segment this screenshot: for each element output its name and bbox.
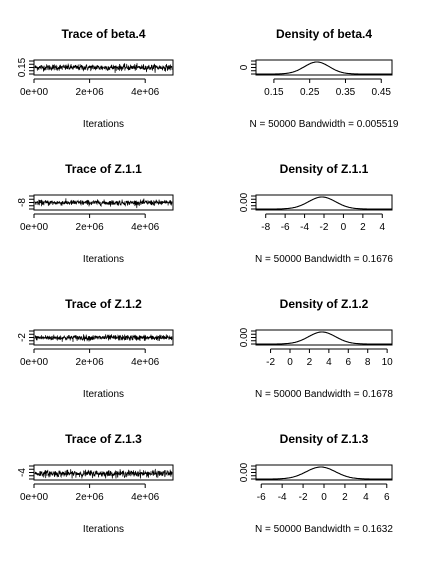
density-2-x-tick-label: -8 xyxy=(261,222,270,233)
trace-3-series-line xyxy=(34,334,173,343)
density-3-x-tick-label: 6 xyxy=(346,357,352,368)
trace-1-x-tick-label: 2e+06 xyxy=(76,87,105,98)
density-4-x-tick-label: 0 xyxy=(321,492,327,503)
density-2-title: Density of Z.1.1 xyxy=(280,162,369,176)
density-1-y-tick-label: 0 xyxy=(239,64,250,70)
density-2-x-tick-label: -4 xyxy=(300,222,309,233)
density-1-x-tick-label: 0.25 xyxy=(300,87,320,98)
density-3-title: Density of Z.1.2 xyxy=(280,297,369,311)
density-4-x-tick-label: 4 xyxy=(363,492,369,503)
density-2-x-tick-label: 0 xyxy=(341,222,347,233)
density-1-density-curve xyxy=(256,61,392,75)
density-4-x-tick-label: -2 xyxy=(299,492,308,503)
density-2-x-tick-label: -6 xyxy=(281,222,290,233)
density-1-x-tick-label: 0.45 xyxy=(372,87,392,98)
density-4-y-tick-label: 0.00 xyxy=(239,462,250,482)
trace-4-series-line xyxy=(34,468,173,479)
trace-2-x-tick-label: 0e+00 xyxy=(20,222,49,233)
trace-3-x-tick-label: 2e+06 xyxy=(76,357,105,368)
density-4-x-tick-label: 2 xyxy=(342,492,348,503)
density-3-x-tick-label: 2 xyxy=(307,357,313,368)
trace-1-x-tick-label: 0e+00 xyxy=(20,87,49,98)
trace-4-x-tick-label: 2e+06 xyxy=(76,492,105,503)
density-4-title: Density of Z.1.3 xyxy=(280,432,369,446)
density-1-frame xyxy=(255,59,393,76)
trace-4-xlabel: Iterations xyxy=(83,524,124,535)
density-1-x-tick-label: 0.35 xyxy=(336,87,356,98)
trace-2-series-line xyxy=(34,198,173,209)
trace-4-x-tick-label: 4e+06 xyxy=(131,492,160,503)
density-4-density-curve xyxy=(256,466,392,480)
density-3-x-tick-label: 0 xyxy=(287,357,293,368)
density-2-x-tick-label: -2 xyxy=(320,222,329,233)
trace-2-x-tick-label: 2e+06 xyxy=(76,222,105,233)
trace-3-xlabel: Iterations xyxy=(83,389,124,400)
density-4-x-tick-label: -4 xyxy=(278,492,287,503)
density-2-density-curve xyxy=(256,196,392,210)
density-4-x-tick-label: -6 xyxy=(257,492,266,503)
trace-1-title: Trace of beta.4 xyxy=(61,27,145,41)
density-2-x-tick-label: 2 xyxy=(360,222,366,233)
trace-1-x-tick-label: 4e+06 xyxy=(131,87,160,98)
trace-1-series-line xyxy=(34,63,173,74)
density-2-x-tick-label: 4 xyxy=(380,222,386,233)
trace-2-x-tick-label: 4e+06 xyxy=(131,222,160,233)
density-3-x-tick-label: -2 xyxy=(266,357,275,368)
trace-2-xlabel: Iterations xyxy=(83,254,124,265)
trace-3-title: Trace of Z.1.2 xyxy=(65,297,142,311)
trace-4-x-tick-label: 0e+00 xyxy=(20,492,49,503)
density-3-xlabel: N = 50000 Bandwidth = 0.1678 xyxy=(255,389,393,400)
density-2-xlabel: N = 50000 Bandwidth = 0.1676 xyxy=(255,254,393,265)
density-1-xlabel: N = 50000 Bandwidth = 0.005519 xyxy=(249,119,398,130)
density-4-xlabel: N = 50000 Bandwidth = 0.1632 xyxy=(255,524,393,535)
density-3-density-curve xyxy=(256,331,392,345)
trace-2-title: Trace of Z.1.1 xyxy=(65,162,142,176)
density-1-title: Density of beta.4 xyxy=(276,27,372,41)
trace-4-title: Trace of Z.1.3 xyxy=(65,432,142,446)
density-4-x-tick-label: 6 xyxy=(384,492,390,503)
density-3-x-tick-label: 4 xyxy=(326,357,332,368)
trace-3-y-tick-label: -2 xyxy=(17,333,28,342)
trace-4-y-tick-label: -4 xyxy=(17,468,28,477)
trace-1-y-tick-label: 0.15 xyxy=(17,57,28,77)
trace-2-y-tick-label: -8 xyxy=(17,198,28,207)
density-3-x-tick-label: 10 xyxy=(382,357,394,368)
trace-3-x-tick-label: 0e+00 xyxy=(20,357,49,368)
density-3-y-tick-label: 0.00 xyxy=(239,327,250,347)
trace-3-x-tick-label: 4e+06 xyxy=(131,357,160,368)
density-1-x-tick-label: 0.15 xyxy=(264,87,284,98)
density-2-y-tick-label: 0.00 xyxy=(239,192,250,212)
density-3-x-tick-label: 8 xyxy=(365,357,371,368)
trace-1-xlabel: Iterations xyxy=(83,119,124,130)
